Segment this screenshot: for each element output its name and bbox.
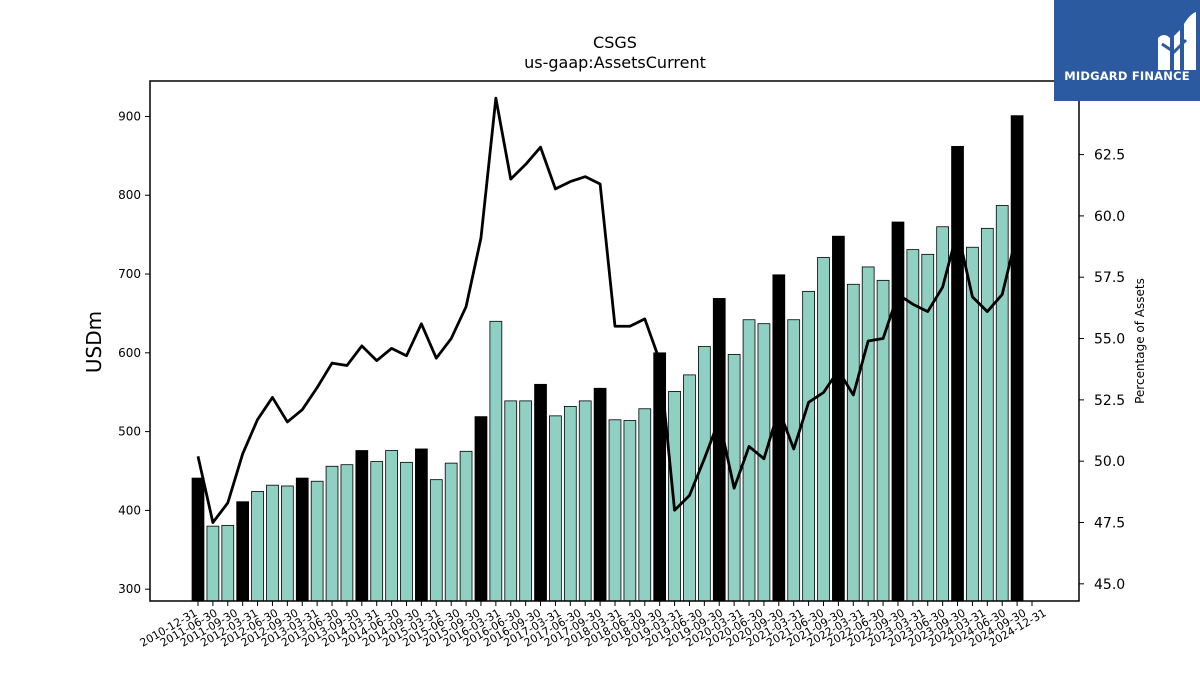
- y2-tick-label: 57.5: [1094, 270, 1125, 286]
- bar: [266, 484, 279, 602]
- bar: [980, 227, 994, 602]
- series-line: [196, 96, 1019, 524]
- bar: [563, 405, 577, 602]
- y2-axis-label: Percentage of Assets: [1133, 278, 1147, 404]
- bar: [310, 480, 324, 602]
- bar: [355, 450, 369, 602]
- y-tick-label: 400: [118, 503, 141, 517]
- bar: [444, 462, 458, 602]
- y-tick-label: 600: [118, 346, 141, 360]
- bar: [325, 465, 339, 602]
- bar: [623, 420, 637, 602]
- brand-logo: MIDGARD FINANCE: [1054, 0, 1200, 101]
- bar: [474, 416, 488, 602]
- bar: [400, 461, 413, 602]
- bar: [578, 400, 592, 602]
- bar: [385, 450, 398, 602]
- y2-tick-label: 62.5: [1094, 148, 1125, 164]
- bar: [519, 400, 533, 602]
- bar: [757, 323, 771, 602]
- y-axis: 300 400 500 600 700 800 900: [118, 109, 150, 596]
- bar: [340, 464, 354, 602]
- y-axis-label: USDm: [82, 311, 106, 373]
- y2-axis: 45.0 47.5 50.0 52.5 55.0 57.5 60.0 62.5: [1079, 148, 1125, 593]
- bar: [638, 408, 652, 602]
- bar: [191, 477, 205, 602]
- bar: [951, 145, 964, 602]
- bar: [206, 525, 220, 602]
- y2-tick-label: 45.0: [1094, 577, 1125, 593]
- bar: [846, 283, 860, 602]
- line-series: [196, 96, 1019, 524]
- bar: [221, 524, 235, 602]
- y2-tick-label: 50.0: [1094, 454, 1125, 470]
- y-tick-label: 500: [118, 425, 141, 439]
- bar: [608, 419, 622, 602]
- bar-series: [191, 115, 1024, 602]
- bar: [712, 298, 726, 602]
- bar: [459, 450, 473, 602]
- bar: [891, 221, 905, 602]
- bar: [370, 461, 384, 602]
- bar: [534, 383, 547, 602]
- y2-tick-label: 55.0: [1094, 332, 1125, 348]
- y-tick-label: 800: [118, 188, 141, 202]
- y2-tick-label: 52.5: [1094, 393, 1125, 409]
- bar: [504, 400, 518, 602]
- bar: [489, 320, 503, 602]
- bar: [832, 235, 845, 602]
- bar: [861, 266, 875, 602]
- bar: [995, 205, 1009, 602]
- chart-title: CSGS: [593, 33, 637, 52]
- bar: [817, 257, 830, 602]
- bar: [698, 346, 711, 602]
- brand-name: MIDGARD FINANCE: [1064, 69, 1190, 83]
- y2-tick-label: 60.0: [1094, 209, 1125, 225]
- bar: [295, 477, 309, 602]
- plot-frame: [149, 80, 1080, 602]
- bar: [549, 415, 562, 602]
- bar: [593, 387, 607, 602]
- bar: [280, 485, 294, 602]
- bar: [1010, 115, 1024, 602]
- y2-tick-label: 47.5: [1094, 516, 1125, 532]
- bar: [236, 501, 250, 602]
- y-tick-label: 300: [118, 582, 141, 596]
- bar: [251, 491, 264, 602]
- y-tick-label: 700: [118, 267, 141, 281]
- bar: [772, 274, 786, 602]
- bar: [787, 319, 801, 602]
- bar: [429, 479, 443, 602]
- y-tick-label: 900: [118, 109, 141, 123]
- bar: [415, 448, 428, 602]
- bar: [802, 290, 815, 602]
- midgard-logo-icon: [1158, 12, 1196, 70]
- chart-subtitle: us-gaap:AssetsCurrent: [524, 53, 706, 72]
- x-axis: 2010-12-312011-06-302011-09-302012-03-31…: [138, 601, 1049, 650]
